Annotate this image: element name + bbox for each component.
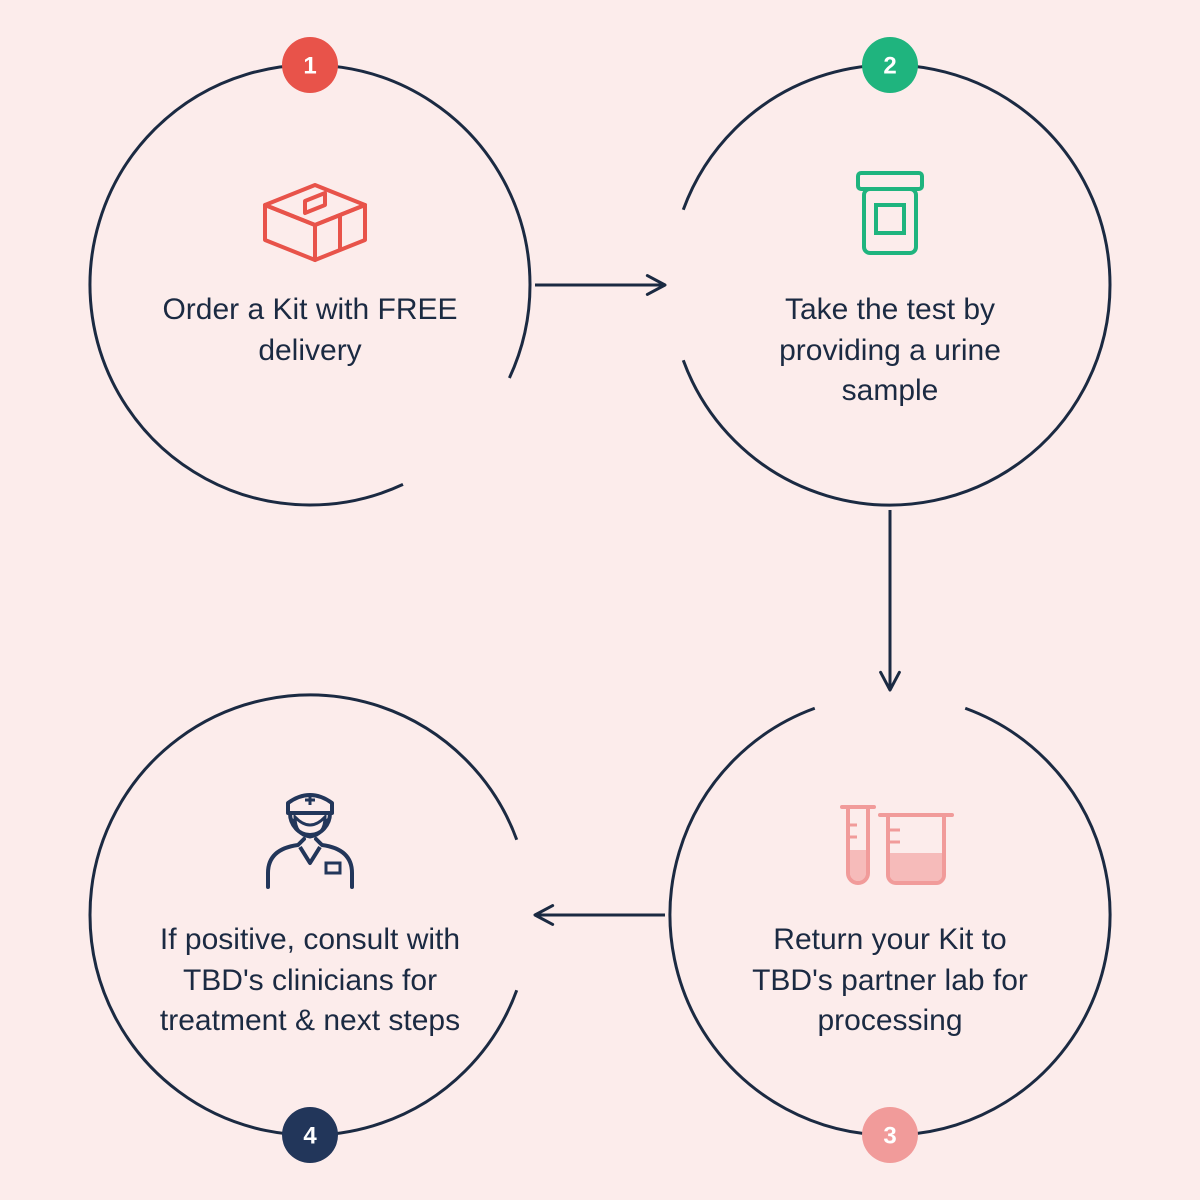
step-badge-number: 4 [303, 1123, 317, 1150]
step-badge-number: 1 [303, 53, 316, 80]
process-diagram: Order a Kit with FREE delivery 1 Take the … [0, 0, 1200, 1200]
step-text: If positive, consult with TBD's clinicia… [150, 920, 470, 1100]
step-badge-number: 3 [883, 1123, 896, 1150]
step-text: Take the test by providing a urine sampl… [730, 290, 1050, 470]
step-text: Return your Kit to TBD's partner lab for… [730, 920, 1050, 1100]
step-text: Order a Kit with FREE delivery [150, 290, 470, 470]
step-badge-number: 2 [883, 53, 896, 80]
